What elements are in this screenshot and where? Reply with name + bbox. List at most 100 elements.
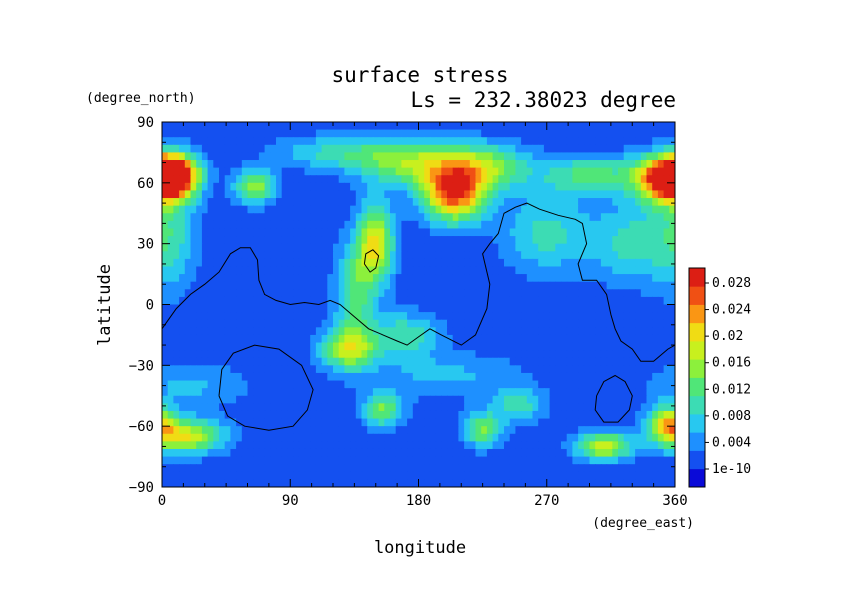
field-cell xyxy=(333,205,340,214)
field-cell xyxy=(572,274,579,283)
field-cell xyxy=(230,350,237,359)
field-cell xyxy=(258,182,266,192)
field-cell xyxy=(424,334,431,344)
field-cell xyxy=(589,129,596,138)
field-cell xyxy=(162,160,169,169)
field-cell xyxy=(281,198,288,207)
field-cell xyxy=(361,342,368,351)
field-cell xyxy=(412,418,420,427)
field-cell xyxy=(258,258,266,268)
field-cell xyxy=(600,464,608,473)
field-cell xyxy=(572,175,579,184)
field-cell xyxy=(435,433,442,442)
field-cell xyxy=(276,129,283,138)
field-cell xyxy=(367,464,374,473)
field-cell xyxy=(663,464,670,473)
field-cell xyxy=(338,388,345,397)
field-cell xyxy=(361,350,368,359)
field-cell xyxy=(407,433,414,442)
field-cell xyxy=(452,137,459,146)
field-cell xyxy=(162,304,169,313)
field-cell xyxy=(635,327,642,336)
field-cell xyxy=(600,418,608,427)
field-cell xyxy=(509,327,516,336)
field-cell xyxy=(418,471,425,480)
field-cell xyxy=(595,327,602,336)
field-cell xyxy=(469,160,477,169)
field-cell xyxy=(578,327,585,336)
field-cell xyxy=(293,410,300,420)
field-cell xyxy=(281,380,288,389)
field-cell xyxy=(184,342,192,351)
field-cell xyxy=(333,129,340,138)
field-cell xyxy=(498,410,505,420)
field-cell xyxy=(298,395,306,404)
field-cell xyxy=(618,441,625,450)
field-cell xyxy=(549,388,556,397)
field-cell xyxy=(287,152,294,161)
field-cell xyxy=(236,319,243,328)
field-cell xyxy=(355,327,363,336)
field-cell xyxy=(595,342,602,351)
field-cell xyxy=(236,456,243,465)
field-cell xyxy=(310,289,317,298)
field-cell xyxy=(475,258,482,268)
field-cell xyxy=(606,372,613,382)
field-cell xyxy=(401,304,408,313)
field-cell xyxy=(384,160,391,169)
field-cell xyxy=(361,160,368,169)
field-cell xyxy=(196,296,203,306)
field-cell xyxy=(623,198,630,207)
field-cell xyxy=(253,258,260,268)
field-cell xyxy=(236,175,243,184)
field-cell xyxy=(247,388,254,397)
field-cell xyxy=(458,395,465,404)
field-cell xyxy=(555,220,562,230)
field-cell xyxy=(583,228,591,237)
field-cell xyxy=(310,274,317,283)
field-cell xyxy=(618,418,625,427)
field-cell xyxy=(315,122,323,131)
field-cell xyxy=(589,152,596,161)
field-cell xyxy=(492,350,499,359)
field-cell xyxy=(652,198,659,207)
field-cell xyxy=(612,471,619,480)
field-cell xyxy=(492,433,499,442)
field-cell xyxy=(498,198,505,207)
field-cell xyxy=(179,418,186,427)
field-cell xyxy=(321,441,328,450)
field-cell xyxy=(276,334,283,344)
field-cell xyxy=(424,137,431,146)
field-cell xyxy=(179,334,186,344)
field-cell xyxy=(504,243,511,252)
field-cell xyxy=(298,122,306,131)
field-cell xyxy=(589,357,596,366)
field-cell xyxy=(458,289,465,298)
field-cell xyxy=(310,448,317,458)
field-cell xyxy=(475,236,482,245)
field-cell xyxy=(469,274,477,283)
field-cell xyxy=(333,312,340,321)
field-cell xyxy=(372,243,380,252)
field-cell xyxy=(384,122,391,131)
field-cell xyxy=(355,289,363,298)
field-cell xyxy=(230,281,237,290)
field-cell xyxy=(390,167,397,176)
field-cell xyxy=(293,441,300,450)
field-cell xyxy=(224,205,231,214)
field-cell xyxy=(435,281,442,290)
field-cell xyxy=(327,395,334,404)
field-cell xyxy=(367,342,374,351)
field-cell xyxy=(407,418,414,427)
field-cell xyxy=(526,258,534,268)
field-cell xyxy=(452,296,459,306)
field-cell xyxy=(669,266,675,275)
field-cell xyxy=(236,198,243,207)
field-cell xyxy=(372,220,380,230)
field-cell xyxy=(412,365,420,374)
field-cell xyxy=(669,441,675,450)
field-cell xyxy=(606,327,613,336)
field-cell xyxy=(179,380,186,389)
field-cell xyxy=(367,418,374,427)
field-cell xyxy=(407,228,414,237)
